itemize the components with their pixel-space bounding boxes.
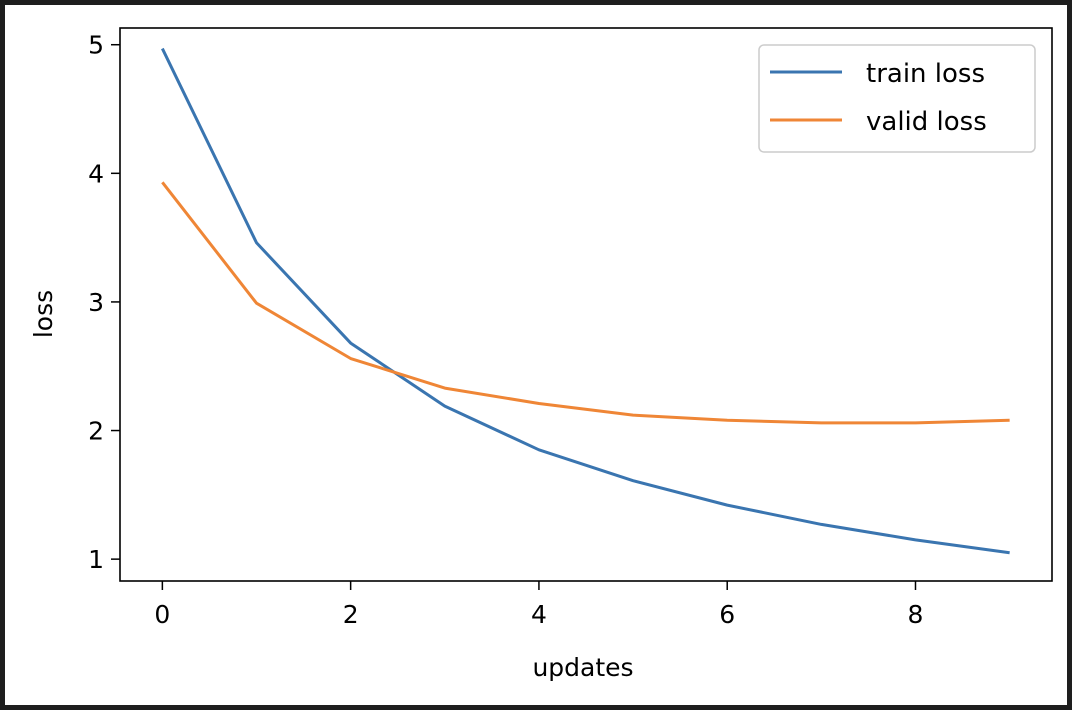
- x-tick-label: 0: [154, 600, 170, 629]
- x-axis-label: updates: [532, 653, 633, 682]
- legend-label-train-loss: train loss: [866, 59, 985, 89]
- y-tick-label: 2: [88, 417, 104, 446]
- x-axis-ticks: 0 2 4 6 8: [154, 581, 923, 629]
- x-tick-label: 4: [531, 600, 547, 629]
- x-tick-label: 8: [908, 600, 924, 629]
- y-tick-label: 1: [88, 545, 104, 574]
- plot-lines: [161, 47, 1010, 555]
- legend: train loss valid loss: [758, 44, 1036, 153]
- y-tick-label: 4: [88, 159, 104, 188]
- legend-label-valid-loss: valid loss: [866, 107, 987, 137]
- x-tick-label: 6: [719, 600, 735, 629]
- plot-frame: [119, 27, 1053, 582]
- series-line-train-loss: [161, 47, 1010, 555]
- y-axis-label: loss: [29, 290, 58, 338]
- chart-figure: 0 2 4 6 8 1 2 3 4 5 updates loss train loss vali…: [5, 5, 1067, 705]
- series-line-valid-loss: [161, 181, 1010, 425]
- y-axis-ticks: 1 2 3 4 5: [88, 31, 120, 574]
- x-tick-label: 2: [343, 600, 359, 629]
- y-tick-label: 3: [88, 288, 104, 317]
- y-tick-label: 5: [88, 31, 104, 60]
- line-chart: 0 2 4 6 8 1 2 3 4 5 updates loss train loss vali…: [29, 27, 1053, 682]
